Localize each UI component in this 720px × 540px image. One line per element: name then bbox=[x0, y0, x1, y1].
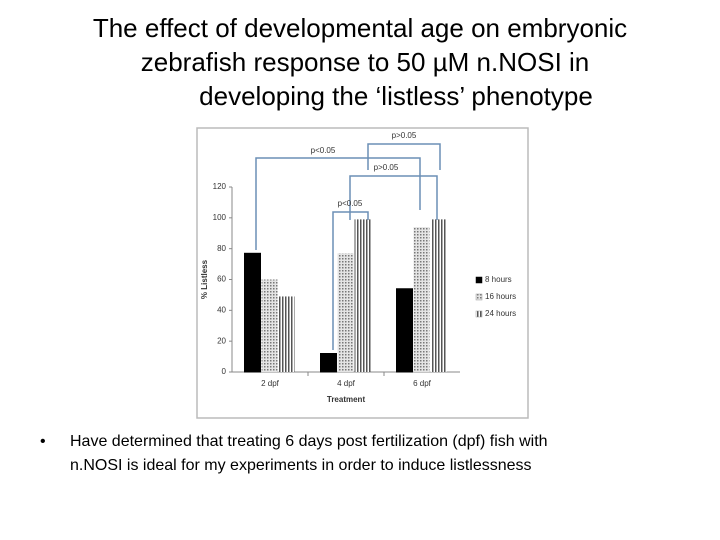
slide-title: The effect of developmental age on embry… bbox=[93, 13, 627, 43]
significance-bracket bbox=[255, 157, 421, 250]
bar bbox=[320, 353, 337, 373]
y-tick-label: 100 bbox=[213, 213, 227, 222]
bar bbox=[430, 219, 447, 372]
annotation: p<0.05 bbox=[311, 146, 336, 155]
x-tick-label: 2 dpf bbox=[261, 379, 280, 388]
legend-swatch bbox=[475, 276, 483, 284]
y-axis-label: % Listless bbox=[200, 259, 209, 299]
bullet-dot: • bbox=[40, 433, 46, 450]
y-tick-label: 60 bbox=[217, 275, 226, 284]
bar bbox=[396, 288, 413, 373]
x-axis-label: Treatment bbox=[327, 395, 366, 404]
bar bbox=[261, 279, 278, 372]
bullet-text: n.NOSI is ideal for my experiments in or… bbox=[70, 457, 532, 474]
legend-swatch bbox=[475, 310, 483, 318]
y-tick-label: 20 bbox=[217, 336, 226, 345]
annotation: p>0.05 bbox=[392, 131, 417, 140]
bar bbox=[278, 296, 295, 372]
annotation: p<0.05 bbox=[338, 199, 363, 208]
bar bbox=[413, 227, 430, 372]
bar bbox=[337, 253, 354, 372]
slide-title: zebrafish response to 50 µM n.NOSI in bbox=[141, 47, 590, 77]
x-tick-label: 6 dpf bbox=[413, 379, 432, 388]
bar bbox=[244, 252, 261, 373]
annotation: p>0.05 bbox=[374, 163, 399, 172]
y-tick-label: 80 bbox=[217, 244, 226, 253]
legend-label: 24 hours bbox=[485, 309, 516, 318]
y-tick-label: 40 bbox=[217, 305, 226, 314]
slide-title: developing the ‘listless’ phenotype bbox=[199, 81, 593, 111]
legend-label: 16 hours bbox=[485, 292, 516, 301]
legend-swatch bbox=[475, 293, 483, 301]
bullet-text: Have determined that treating 6 days pos… bbox=[70, 433, 548, 450]
legend-label: 8 hours bbox=[485, 275, 512, 284]
y-tick-label: 120 bbox=[213, 182, 227, 191]
x-tick-label: 4 dpf bbox=[337, 379, 356, 388]
significance-bracket bbox=[367, 143, 441, 170]
y-tick-label: 0 bbox=[222, 367, 227, 376]
significance-bracket bbox=[332, 211, 369, 350]
bar bbox=[354, 219, 371, 372]
significance-bracket bbox=[349, 175, 438, 220]
